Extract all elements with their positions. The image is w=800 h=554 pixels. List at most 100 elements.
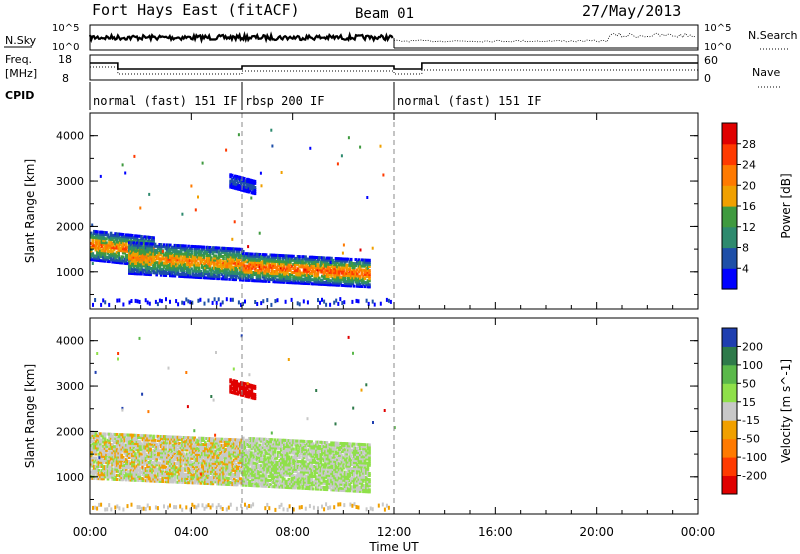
echo-cell	[170, 468, 174, 472]
echo-cell	[235, 272, 239, 276]
echo-cell	[132, 272, 136, 276]
echo-cell	[146, 262, 149, 266]
echo-cell	[185, 438, 189, 442]
echo-cell	[240, 186, 243, 190]
echo-cell	[266, 480, 269, 484]
echo-cell	[164, 443, 168, 447]
echo-cell	[150, 479, 154, 483]
echo-cell	[97, 440, 101, 444]
echo-cell	[117, 469, 120, 473]
echo-cell	[146, 239, 149, 243]
ground-scatter-cell	[221, 300, 224, 305]
echo-cell	[290, 258, 294, 262]
echo-cell	[242, 475, 245, 479]
echo-cell	[94, 466, 98, 470]
echo-cell	[194, 448, 198, 452]
echo-cell	[270, 272, 274, 275]
echo-cell	[242, 256, 245, 260]
echo-cell	[140, 237, 143, 240]
echo-cell	[125, 259, 128, 263]
echo-cell	[308, 259, 312, 263]
echo-cell	[166, 455, 169, 459]
echo-cell	[351, 264, 354, 268]
echo-cell	[339, 267, 342, 271]
echo-cell	[161, 263, 164, 267]
echo-cell	[175, 439, 178, 443]
echo-cell	[150, 440, 154, 444]
echo-cell	[175, 456, 178, 460]
echo-cell	[108, 260, 111, 264]
echo-cell	[257, 478, 260, 482]
echo-cell	[134, 474, 137, 478]
echo-cell	[134, 440, 137, 443]
echo-cell	[228, 468, 231, 472]
echo-cell	[193, 481, 196, 485]
echo-cell	[213, 459, 216, 463]
echo-cell	[235, 175, 238, 178]
echo-cell	[125, 437, 128, 441]
echo-cell	[170, 247, 174, 251]
echo-cell	[182, 260, 186, 264]
ground-scatter-cell	[244, 299, 246, 304]
echo-cell	[114, 437, 117, 441]
echo-cell	[368, 265, 371, 268]
echo-cell	[197, 255, 201, 259]
echo-cell	[190, 246, 193, 250]
echo-cell	[173, 466, 177, 470]
echo-cell	[242, 264, 245, 268]
echo-cell	[202, 253, 206, 257]
echo-cell	[222, 248, 225, 252]
echo-cell	[254, 265, 257, 268]
echo-cell	[311, 255, 315, 259]
echo-cell	[182, 442, 186, 446]
echo-cell	[217, 254, 221, 258]
echo-cell	[264, 271, 268, 275]
echo-cell	[170, 274, 174, 278]
echo-cell	[246, 264, 250, 268]
echo-cell	[159, 469, 163, 473]
echo-cell	[252, 256, 256, 260]
echo-cell	[190, 249, 193, 252]
echo-cell	[267, 460, 271, 464]
echo-cell	[173, 476, 177, 480]
echo-cell	[363, 285, 367, 289]
echo-cell	[97, 469, 101, 472]
ground-scatter-cell	[254, 300, 257, 304]
echo-cell	[226, 448, 230, 452]
echo-cell	[167, 445, 171, 449]
echo-cell	[216, 250, 219, 254]
echo-cell	[229, 456, 233, 460]
echo-cell	[167, 245, 171, 249]
echo-cell	[115, 242, 119, 246]
echo-cell	[214, 455, 218, 459]
echo-cell	[289, 268, 292, 272]
echo-cell	[281, 258, 285, 262]
echo-cell	[322, 258, 326, 262]
echo-cell	[275, 260, 278, 263]
echo-cell	[182, 268, 186, 272]
echo-cell	[128, 253, 131, 257]
echo-cell	[267, 446, 271, 450]
echo-cell	[163, 273, 166, 277]
echo-cell	[331, 277, 335, 281]
echo-cell	[120, 245, 123, 249]
echo-cell	[129, 470, 133, 474]
ground-scatter-cell	[122, 302, 125, 307]
echo-cell	[220, 269, 224, 273]
echo-cell	[155, 455, 158, 459]
echo-cell	[118, 461, 122, 465]
echo-cell	[103, 255, 107, 259]
echo-cell	[108, 475, 111, 479]
echo-cell	[219, 271, 222, 275]
echo-cell	[208, 260, 212, 264]
echo-cell	[196, 457, 199, 461]
echo-cell	[120, 463, 123, 467]
ground-scatter-cell	[341, 301, 344, 305]
echo-cell	[240, 262, 244, 266]
echo-cell	[213, 457, 216, 461]
echo-cell	[197, 477, 201, 481]
echo-cell	[239, 454, 242, 458]
echo-cell	[272, 470, 275, 474]
echo-cell	[121, 445, 125, 449]
echo-cell	[319, 260, 323, 264]
